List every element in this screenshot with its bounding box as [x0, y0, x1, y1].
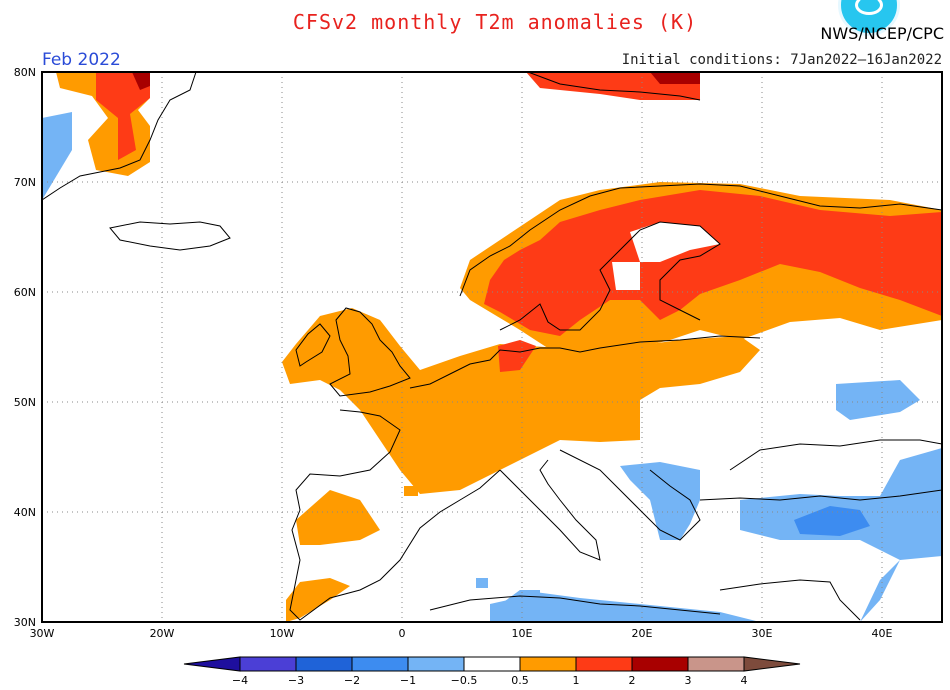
map-title: CFSv2 monthly T2m anomalies (K)	[292, 10, 698, 34]
colorbar-label: 1	[572, 674, 580, 687]
colorbar	[183, 656, 801, 672]
map-frame	[41, 71, 943, 623]
lat-label: 70N	[14, 176, 36, 189]
colorbar-label: 0.5	[511, 674, 529, 687]
lon-label: 20E	[632, 627, 653, 640]
colorbar-segment	[463, 656, 521, 672]
agency-label: NWS/NCEP/CPC	[820, 24, 944, 43]
greenland-anomalies	[42, 72, 150, 200]
anomaly-fill	[42, 72, 942, 622]
colorbar-label: −3	[287, 674, 305, 687]
colorbar-label: 3	[684, 674, 692, 687]
coastlines	[42, 72, 942, 621]
colorbar-label: −0.5	[450, 674, 478, 687]
lat-label: 60N	[14, 286, 36, 299]
forecast-period: Feb 2022	[42, 50, 121, 70]
colorbar-segment	[295, 656, 353, 672]
lon-label: 20W	[150, 627, 175, 640]
lat-label: 50N	[14, 396, 36, 409]
lon-label: 30E	[752, 627, 773, 640]
southeast-cool-anomalies	[476, 380, 942, 622]
lat-label: 80N	[14, 66, 36, 79]
colorbar-segment	[687, 656, 745, 672]
colorbar-label: −1	[399, 674, 417, 687]
colorbar-high-arrow	[743, 656, 801, 672]
latitude-labels: 80N 70N 60N 50N 40N 30N	[14, 66, 36, 629]
lat-label: 40N	[14, 506, 36, 519]
lon-label: 10W	[270, 627, 295, 640]
lat-label: 30N	[14, 616, 36, 629]
colorbar-segment	[575, 656, 633, 672]
lon-label: 40E	[872, 627, 893, 640]
central-europe-anomalies	[282, 308, 760, 622]
longitude-labels: 30W 20W 10W 0 10E 20E 30E 40E	[30, 627, 893, 640]
colorbar-label: 4	[740, 674, 748, 687]
initial-conditions: Initial conditions: 7Jan2022–16Jan2022	[621, 52, 942, 68]
colorbar-label: −4	[231, 674, 249, 687]
colorbar-segment	[407, 656, 465, 672]
graticule	[42, 72, 942, 622]
colorbar-segment	[631, 656, 689, 672]
colorbar-segment	[519, 656, 577, 672]
lon-label: 10E	[512, 627, 533, 640]
colorbar-low-arrow	[183, 656, 241, 672]
lon-label: 0	[399, 627, 406, 640]
colorbar-segment	[351, 656, 409, 672]
northern-europe-anomalies	[460, 182, 942, 356]
colorbar-segment	[239, 656, 297, 672]
colorbar-label: −2	[343, 674, 361, 687]
lon-label: 30W	[30, 627, 55, 640]
colorbar-label: 2	[628, 674, 636, 687]
